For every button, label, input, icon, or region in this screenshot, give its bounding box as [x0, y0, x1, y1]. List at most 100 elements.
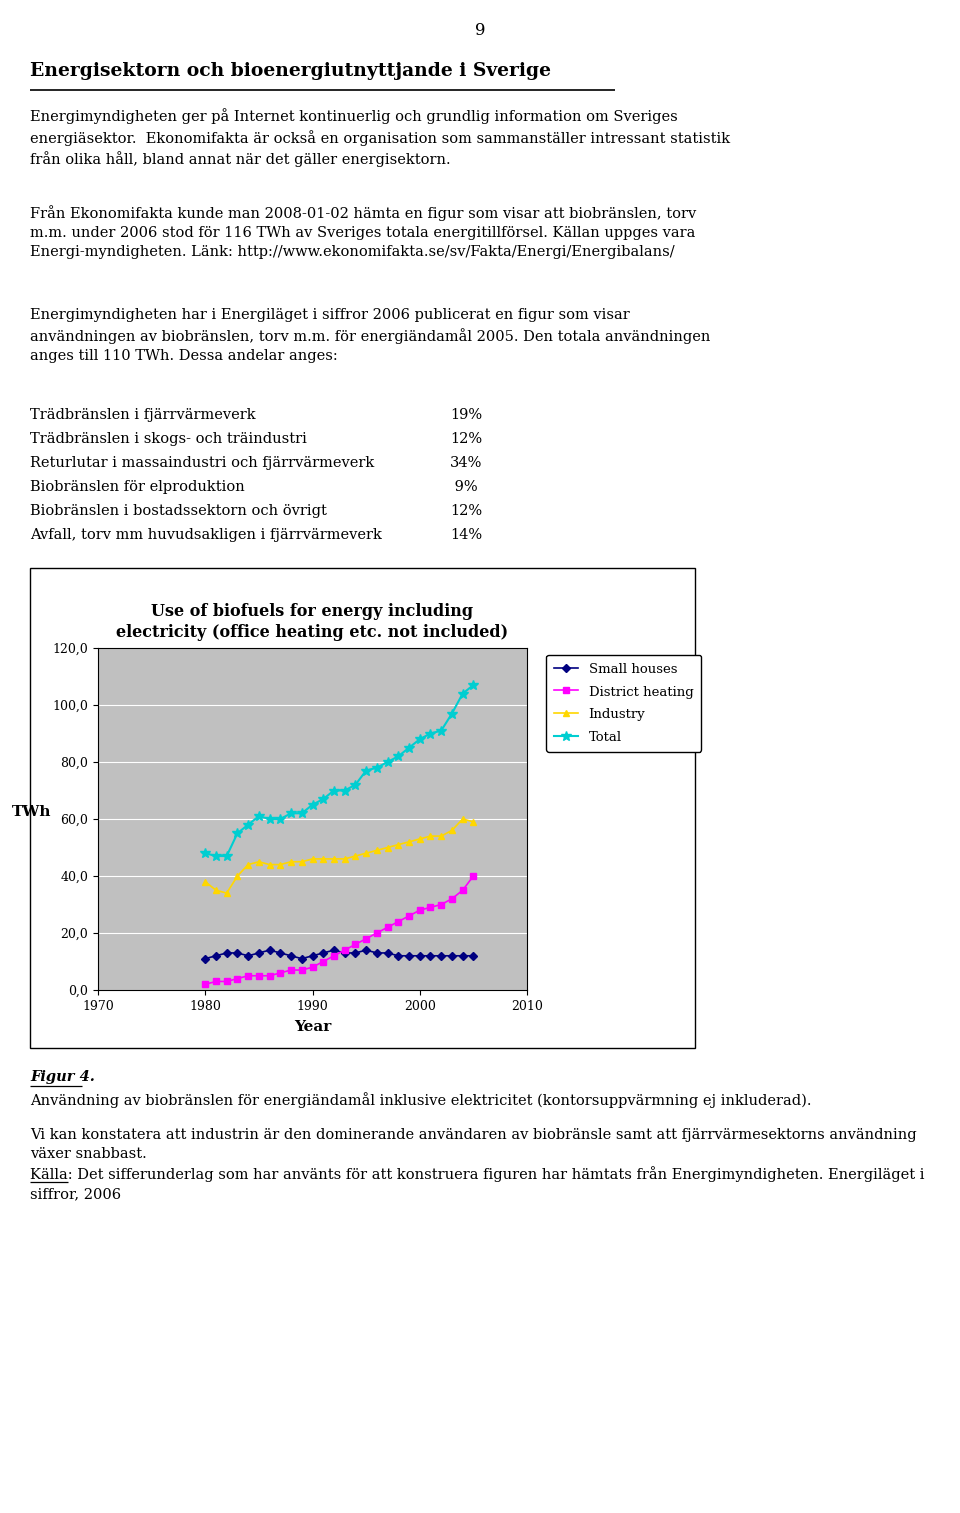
- Line: Total: Total: [201, 681, 478, 861]
- District heating: [446, 890, 458, 908]
- Line: Small houses: Small houses: [203, 947, 476, 961]
- Total: [436, 722, 447, 740]
- Line: Industry: Industry: [202, 816, 477, 897]
- Text: Biobränslen för elproduktion: Biobränslen för elproduktion: [30, 480, 245, 495]
- Small houses: [360, 941, 372, 959]
- District heating: [457, 881, 468, 899]
- Small houses: [318, 944, 329, 962]
- Total: [285, 805, 297, 823]
- Industry: [200, 873, 211, 891]
- Text: Energimyndigheten ger på Internet kontinuerlig och grundlig information om Sveri: Energimyndigheten ger på Internet kontin…: [30, 107, 731, 168]
- District heating: [339, 941, 350, 959]
- Industry: [210, 881, 222, 899]
- District heating: [424, 899, 436, 917]
- Small houses: [372, 944, 383, 962]
- Small houses: [457, 947, 468, 965]
- Y-axis label: TWh: TWh: [12, 805, 51, 819]
- District heating: [264, 967, 276, 985]
- Text: Från Ekonomifakta kunde man 2008-01-02 hämta en figur som visar att biobränslen,: Från Ekonomifakta kunde man 2008-01-02 h…: [30, 204, 696, 259]
- Total: [318, 790, 329, 808]
- Text: 9%: 9%: [450, 480, 478, 495]
- Total: [264, 809, 276, 828]
- Industry: [339, 850, 350, 868]
- Small houses: [328, 941, 340, 959]
- Industry: [372, 841, 383, 859]
- District heating: [372, 924, 383, 943]
- Industry: [446, 822, 458, 840]
- Small houses: [253, 944, 265, 962]
- Small houses: [231, 944, 243, 962]
- Text: 34%: 34%: [450, 455, 482, 471]
- District heating: [200, 976, 211, 994]
- Text: Energimyndigheten har i Energiläget i siffror 2006 publicerat en figur som visar: Energimyndigheten har i Energiläget i si…: [30, 309, 710, 363]
- Total: [360, 761, 372, 779]
- Small houses: [264, 941, 276, 959]
- Text: Användning av biobränslen för energiändamål inklusive elektricitet (kontorsuppvä: Användning av biobränslen för energiända…: [30, 1092, 811, 1108]
- Total: [231, 825, 243, 843]
- Legend: Small houses, District heating, Industry, Total: Small houses, District heating, Industry…: [546, 655, 702, 752]
- Small houses: [414, 947, 425, 965]
- Industry: [296, 853, 307, 871]
- Text: 19%: 19%: [450, 409, 482, 422]
- Total: [221, 847, 232, 865]
- District heating: [318, 952, 329, 970]
- Small houses: [285, 947, 297, 965]
- Total: [403, 738, 415, 756]
- District heating: [349, 935, 361, 953]
- District heating: [296, 961, 307, 979]
- Industry: [275, 855, 286, 873]
- Small houses: [339, 944, 350, 962]
- Text: Källa: Det sifferunderlag som har använts för att konstruera figuren har hämtats: Källa: Det sifferunderlag som har använt…: [30, 1167, 924, 1201]
- District heating: [253, 967, 265, 985]
- Text: 12%: 12%: [450, 433, 482, 446]
- Small houses: [436, 947, 447, 965]
- District heating: [242, 967, 253, 985]
- Total: [446, 705, 458, 723]
- Total: [307, 796, 319, 814]
- Total: [414, 731, 425, 749]
- Total: [275, 809, 286, 828]
- District heating: [468, 867, 479, 885]
- Industry: [328, 850, 340, 868]
- Small houses: [210, 947, 222, 965]
- Industry: [403, 832, 415, 850]
- Industry: [285, 853, 297, 871]
- District heating: [393, 912, 404, 930]
- District heating: [414, 902, 425, 920]
- Total: [372, 758, 383, 776]
- Industry: [436, 828, 447, 846]
- Text: 9: 9: [475, 23, 485, 39]
- Small houses: [424, 947, 436, 965]
- District heating: [328, 947, 340, 965]
- Industry: [318, 850, 329, 868]
- Total: [349, 776, 361, 794]
- District heating: [285, 961, 297, 979]
- Total: [328, 781, 340, 799]
- District heating: [403, 906, 415, 924]
- Industry: [221, 884, 232, 902]
- Text: Vi kan konstatera att industrin är den dominerande användaren av biobränsle samt: Vi kan konstatera att industrin är den d…: [30, 1129, 917, 1160]
- Text: Avfall, torv mm huvudsakligen i fjärrvärmeverk: Avfall, torv mm huvudsakligen i fjärrvär…: [30, 528, 382, 542]
- District heating: [436, 896, 447, 914]
- Small houses: [275, 944, 286, 962]
- Industry: [349, 847, 361, 865]
- District heating: [382, 918, 394, 937]
- Total: [468, 676, 479, 694]
- Text: Biobränslen i bostadssektorn och övrigt: Biobränslen i bostadssektorn och övrigt: [30, 504, 326, 517]
- Text: Returlutar i massaindustri och fjärrvärmeverk: Returlutar i massaindustri och fjärrvärm…: [30, 455, 374, 471]
- Total: [424, 725, 436, 743]
- Small houses: [349, 944, 361, 962]
- Small houses: [200, 950, 211, 968]
- Small houses: [242, 947, 253, 965]
- Industry: [457, 809, 468, 828]
- Total: [457, 684, 468, 702]
- Text: Trädbränslen i fjärrvärmeverk: Trädbränslen i fjärrvärmeverk: [30, 409, 255, 422]
- Industry: [468, 812, 479, 831]
- District heating: [221, 973, 232, 991]
- Small houses: [296, 950, 307, 968]
- Title: Use of biofuels for energy including
electricity (office heating etc. not includ: Use of biofuels for energy including ele…: [116, 604, 509, 642]
- Total: [242, 816, 253, 834]
- Total: [296, 805, 307, 823]
- Total: [210, 847, 222, 865]
- Small houses: [468, 947, 479, 965]
